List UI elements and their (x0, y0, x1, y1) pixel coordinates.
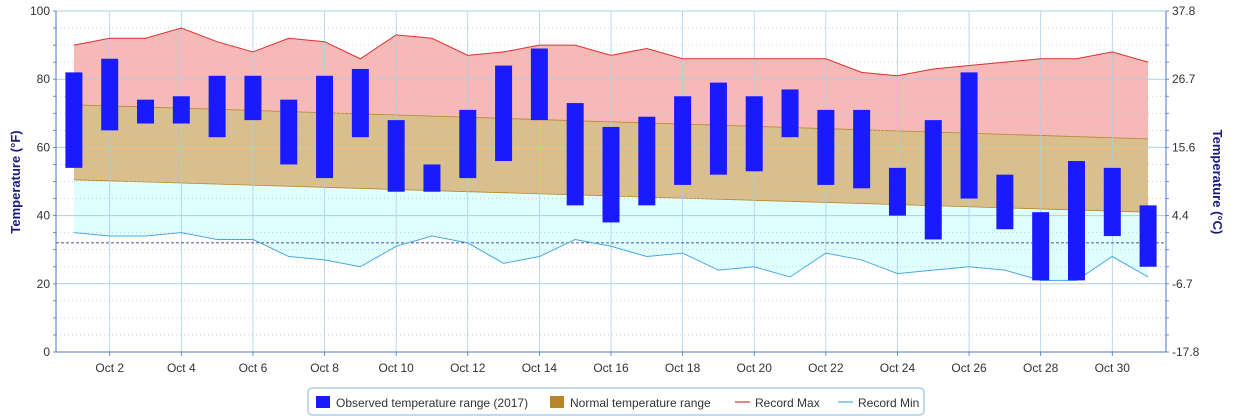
y-tick-label-right: 37.8 (1172, 4, 1196, 18)
observed-range-bar (280, 99, 298, 165)
observed-range-bar (101, 58, 119, 131)
legend-box (307, 387, 925, 416)
x-tick-label: Oct 28 (1023, 361, 1059, 375)
x-tick-label: Oct 12 (450, 361, 486, 375)
observed-range-bar (208, 75, 226, 138)
y-tick-label-left: 80 (37, 72, 51, 86)
observed-range-bar (459, 109, 477, 179)
observed-range-bar (1032, 212, 1050, 281)
observed-range-bar (172, 96, 190, 124)
observed-range-bar (65, 72, 83, 168)
y-tick-label-left: 100 (30, 4, 50, 18)
legend-label-observed[interactable]: Observed temperature range (2017) (336, 396, 528, 410)
legend-swatch-normal[interactable] (550, 396, 564, 408)
observed-range-bar (853, 109, 871, 189)
observed-range-bar (1139, 205, 1157, 267)
record-lines-layer (73, 27, 1149, 281)
y-axis-left-ticks: 0 20 40 60 80 100 (30, 4, 50, 359)
x-tick-label: Oct 6 (239, 361, 268, 375)
observed-range-bar (674, 96, 692, 185)
observed-range-bar (781, 89, 799, 138)
x-axis-ticks: Oct 2 Oct 4 Oct 6 Oct 8 Oct 10 Oct 12 Oct 14 Oc… (95, 352, 1130, 375)
y-tick-label-left: 60 (37, 140, 51, 154)
y-tick-label-right: -6.7 (1172, 277, 1193, 291)
observed-range-bar (602, 126, 620, 223)
observed-range-bar (638, 116, 656, 206)
observed-bars-layer (65, 48, 1157, 281)
y-axis-right-label: Temperature (°C) (1210, 130, 1225, 235)
x-tick-label: Oct 26 (951, 361, 987, 375)
y-tick-label-left: 0 (43, 345, 50, 359)
observed-range-bar (495, 65, 513, 162)
y-axis-right-ticks: -17.8 -6.7 4.4 15.6 26.7 37.8 (1172, 4, 1200, 359)
legend-swatch-observed[interactable] (316, 396, 330, 408)
x-tick-label: Oct 30 (1095, 361, 1131, 375)
y-axis-left-label: Temperature (°F) (8, 130, 23, 233)
observed-range-bar (316, 75, 334, 179)
observed-range-bar (709, 82, 727, 175)
legend-label-normal[interactable]: Normal temperature range (570, 396, 711, 410)
x-tick-label: Oct 16 (593, 361, 629, 375)
y-tick-label-right: 15.6 (1172, 140, 1196, 154)
observed-range-bar (996, 174, 1014, 230)
y-tick-label-left: 40 (37, 209, 51, 223)
observed-range-bar (423, 164, 441, 192)
observed-range-bar (137, 99, 155, 124)
legend: Observed temperature range (2017) Normal… (307, 387, 925, 416)
y-tick-label-right: 26.7 (1172, 72, 1196, 86)
observed-range-bar (745, 96, 763, 172)
x-tick-label: Oct 14 (522, 361, 558, 375)
observed-range-bar (817, 109, 835, 185)
observed-range-bar (960, 72, 978, 199)
x-tick-label: Oct 10 (378, 361, 414, 375)
observed-range-bar (351, 68, 369, 138)
observed-range-bar (924, 120, 942, 240)
record-max-line (73, 27, 1149, 77)
y-tick-label-right: -17.8 (1172, 345, 1200, 359)
y-tick-label-left: 20 (37, 277, 51, 291)
x-tick-label: Oct 18 (665, 361, 701, 375)
y-tick-label-right: 4.4 (1172, 209, 1189, 223)
observed-range-bar (244, 75, 262, 121)
x-tick-label: Oct 24 (880, 361, 916, 375)
observed-range-bar (387, 120, 405, 192)
observed-range-bar (566, 103, 584, 206)
x-tick-label: Oct 2 (95, 361, 124, 375)
x-tick-label: Oct 8 (310, 361, 339, 375)
x-tick-label: Oct 4 (167, 361, 196, 375)
observed-range-bar (1103, 167, 1121, 237)
x-tick-label: Oct 22 (808, 361, 844, 375)
x-tick-label: Oct 20 (737, 361, 773, 375)
legend-label-record-max[interactable]: Record Max (755, 396, 820, 410)
legend-label-record-min[interactable]: Record Min (858, 396, 919, 410)
observed-range-bar (888, 167, 906, 216)
observed-range-bar (1067, 161, 1085, 281)
observed-range-bar (530, 48, 548, 121)
record-min-line (73, 232, 1149, 281)
